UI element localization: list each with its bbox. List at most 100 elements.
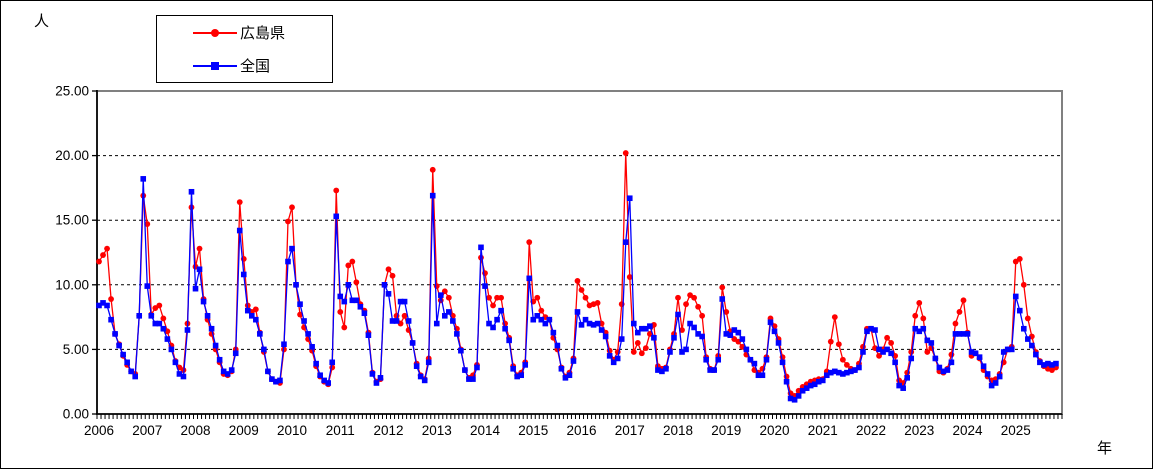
data-point-zenkoku bbox=[795, 393, 802, 399]
data-point-zenkoku bbox=[518, 372, 524, 379]
data-point-hiroshima bbox=[486, 294, 492, 301]
blue-square-marker-icon bbox=[211, 61, 219, 70]
data-point-zenkoku bbox=[711, 367, 717, 373]
x-tick-label: 2023 bbox=[904, 423, 934, 438]
data-point-hiroshima bbox=[429, 166, 436, 173]
data-point-hiroshima bbox=[626, 274, 633, 280]
x-tick-label: 2015 bbox=[518, 423, 548, 438]
data-point-hiroshima bbox=[104, 245, 110, 252]
data-point-zenkoku bbox=[876, 346, 882, 353]
data-point-zenkoku bbox=[148, 313, 155, 319]
data-point-zenkoku bbox=[474, 364, 480, 371]
data-point-hiroshima bbox=[494, 294, 500, 301]
data-point-zenkoku bbox=[715, 356, 722, 363]
data-point-zenkoku bbox=[172, 359, 179, 366]
x-tick-label: 2006 bbox=[84, 423, 114, 438]
data-point-zenkoku bbox=[639, 325, 645, 332]
data-point-zenkoku bbox=[534, 313, 541, 319]
data-point-zenkoku bbox=[968, 349, 975, 355]
data-point-zenkoku bbox=[739, 336, 746, 342]
data-point-zenkoku bbox=[244, 307, 251, 314]
data-point-hiroshima bbox=[699, 312, 706, 319]
data-point-hiroshima bbox=[445, 294, 452, 301]
data-point-hiroshima bbox=[297, 311, 303, 318]
data-point-hiroshima bbox=[835, 341, 842, 348]
data-point-zenkoku bbox=[349, 297, 356, 304]
x-tick-label: 2012 bbox=[373, 423, 403, 438]
data-point-zenkoku bbox=[116, 342, 122, 349]
data-point-hiroshima bbox=[196, 245, 203, 252]
data-point-zenkoku bbox=[671, 334, 677, 341]
data-point-zenkoku bbox=[417, 373, 424, 380]
y-tick-label: 20.00 bbox=[55, 148, 89, 163]
data-point-zenkoku bbox=[912, 325, 919, 332]
data-point-zenkoku bbox=[265, 368, 271, 375]
data-point-zenkoku bbox=[253, 316, 259, 323]
data-point-zenkoku bbox=[832, 368, 838, 375]
data-point-zenkoku bbox=[546, 316, 553, 323]
data-point-hiroshima bbox=[341, 324, 348, 331]
data-point-zenkoku bbox=[140, 176, 147, 182]
data-point-zenkoku bbox=[325, 380, 331, 386]
x-axis-unit-label: 年 bbox=[1097, 440, 1113, 457]
data-point-zenkoku bbox=[502, 325, 508, 332]
data-point-zenkoku bbox=[626, 195, 633, 202]
data-point-zenkoku bbox=[421, 377, 428, 384]
data-point-zenkoku bbox=[285, 258, 291, 265]
data-point-zenkoku bbox=[976, 354, 983, 360]
data-point-zenkoku bbox=[144, 283, 151, 289]
data-point-zenkoku bbox=[972, 350, 979, 357]
data-point-zenkoku bbox=[952, 331, 959, 337]
x-tick-label: 2008 bbox=[180, 423, 210, 438]
data-point-zenkoku bbox=[610, 359, 617, 366]
data-point-hiroshima bbox=[683, 301, 689, 308]
data-point-hiroshima bbox=[638, 350, 645, 357]
data-point-zenkoku bbox=[819, 377, 826, 384]
data-point-zenkoku bbox=[1033, 351, 1039, 358]
data-point-zenkoku bbox=[236, 227, 243, 234]
data-point-zenkoku bbox=[880, 349, 886, 355]
x-tick-label: 2022 bbox=[856, 423, 886, 438]
data-point-hiroshima bbox=[160, 315, 167, 322]
data-point-zenkoku bbox=[651, 334, 657, 341]
data-point-zenkoku bbox=[735, 329, 742, 336]
data-point-zenkoku bbox=[1053, 360, 1059, 367]
x-tick-label: 2017 bbox=[615, 423, 645, 438]
data-point-zenkoku bbox=[498, 307, 504, 314]
data-point-hiroshima bbox=[916, 299, 923, 306]
data-point-zenkoku bbox=[1041, 362, 1047, 368]
data-point-zenkoku bbox=[393, 318, 400, 324]
data-point-hiroshima bbox=[723, 309, 730, 315]
data-point-zenkoku bbox=[466, 376, 472, 382]
data-point-zenkoku bbox=[719, 296, 726, 302]
data-point-zenkoku bbox=[208, 325, 215, 332]
data-point-zenkoku bbox=[635, 329, 641, 336]
data-point-zenkoku bbox=[176, 371, 183, 377]
data-point-hiroshima bbox=[100, 252, 106, 258]
data-point-zenkoku bbox=[554, 342, 561, 349]
data-point-zenkoku bbox=[908, 355, 915, 362]
data-point-zenkoku bbox=[783, 378, 790, 385]
data-point-zenkoku bbox=[815, 378, 822, 385]
data-point-hiroshima bbox=[333, 187, 340, 194]
y-axis-unit-label: 人 bbox=[34, 13, 50, 30]
data-point-hiroshima bbox=[490, 302, 496, 309]
data-point-hiroshima bbox=[389, 272, 396, 279]
data-point-zenkoku bbox=[397, 298, 404, 305]
data-point-zenkoku bbox=[526, 275, 533, 282]
data-point-zenkoku bbox=[864, 328, 870, 335]
data-point-zenkoku bbox=[313, 360, 319, 367]
data-point-zenkoku bbox=[216, 356, 223, 363]
data-point-zenkoku bbox=[450, 318, 456, 324]
data-point-zenkoku bbox=[357, 303, 364, 310]
data-point-hiroshima bbox=[538, 307, 545, 314]
data-point-hiroshima bbox=[884, 334, 890, 341]
x-tick-label: 2020 bbox=[759, 423, 789, 438]
data-point-zenkoku bbox=[916, 328, 923, 335]
data-point-zenkoku bbox=[747, 356, 754, 363]
data-point-hiroshima bbox=[252, 306, 259, 313]
data-point-zenkoku bbox=[329, 359, 336, 366]
data-point-zenkoku bbox=[1016, 307, 1023, 314]
data-point-zenkoku bbox=[1029, 342, 1035, 349]
